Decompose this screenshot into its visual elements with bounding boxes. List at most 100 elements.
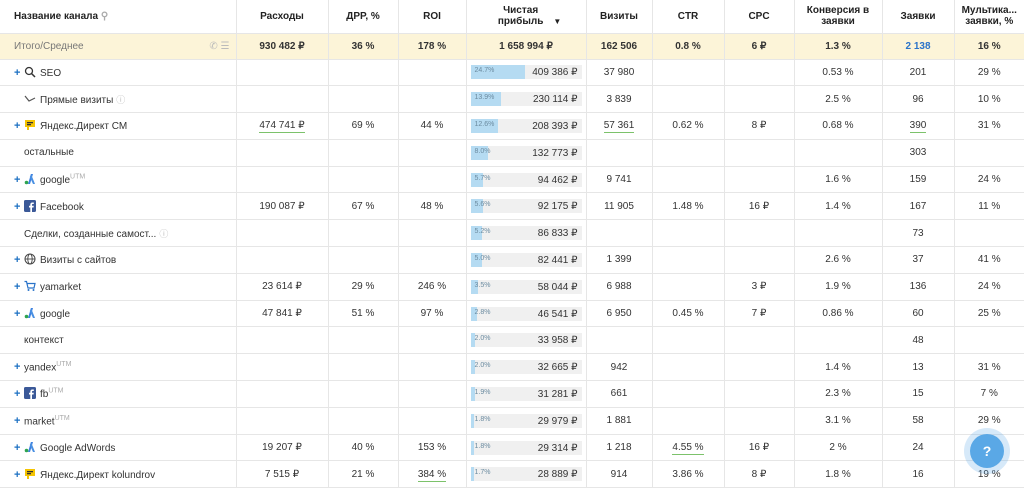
col-expenses[interactable]: Расходы: [236, 0, 329, 34]
expand-icon[interactable]: +: [14, 254, 21, 267]
expand-icon[interactable]: +: [14, 174, 21, 187]
expand-icon[interactable]: +: [14, 66, 21, 79]
profit-share-pct: 5.7%: [474, 174, 491, 182]
cell-multi: 24 %: [954, 166, 1024, 194]
channel-name-cell[interactable]: + yandexUTM: [0, 353, 237, 382]
profit-share-fill: [470, 467, 475, 482]
channel-name-cell[interactable]: Сделки, созданные самост... ⓘ: [0, 219, 237, 248]
facebook-icon: [24, 387, 36, 400]
profit-value: 132 773 ₽: [532, 147, 578, 159]
cell-visits: 914: [586, 460, 653, 489]
google-ads-icon: [24, 441, 36, 453]
table-row[interactable]: + Google AdWords 19 207 ₽40 % 153 % 1.8% 29 3…: [0, 434, 1024, 462]
cell-cpc: [724, 85, 795, 114]
channel-name-cell[interactable]: + Facebook: [0, 192, 237, 221]
profit-share-bar: 2.0% 32 665 ₽: [470, 360, 582, 375]
profit-share-pct: 2.0%: [474, 362, 491, 370]
expand-icon[interactable]: +: [14, 361, 21, 374]
cell-profit: 1.7% 28 889 ₽: [466, 460, 587, 489]
total-leads[interactable]: 2 138: [882, 33, 955, 60]
cell-expenses: 190 087 ₽: [236, 192, 329, 221]
col-ctr[interactable]: CTR: [652, 0, 725, 34]
col-roi[interactable]: ROI: [398, 0, 467, 34]
channel-name-cell[interactable]: + marketUTM: [0, 407, 237, 435]
cell-visits: 1 881: [586, 407, 653, 435]
channel-name-cell[interactable]: контекст: [0, 326, 237, 355]
channel-name: fb: [40, 389, 49, 401]
expand-icon[interactable]: +: [14, 200, 21, 213]
table-row[interactable]: + Яндекс.Директ kolundrov 7 515 ₽21 % 384 %…: [0, 460, 1024, 489]
table-row[interactable]: + google 47 841 ₽51 % 97 % 2.8% 46 541 ₽ 6 950…: [0, 300, 1024, 328]
profit-value: 86 833 ₽: [537, 228, 578, 240]
channel-name-cell[interactable]: + Яндекс.Директ kolundrov: [0, 460, 237, 489]
help-circle-icon[interactable]: ⓘ: [159, 228, 169, 239]
search-icon[interactable]: ⚲: [100, 10, 109, 22]
table-row[interactable]: + SEO 24.7% 409 386 ₽ 37 980 0.53 % 201 29 %: [0, 59, 1024, 87]
cell-multi: 25 %: [954, 300, 1024, 328]
cell-visits: 9 741: [586, 166, 653, 194]
expand-icon[interactable]: +: [14, 281, 21, 294]
table-row[interactable]: + googleUTM 5.7% 94 462 ₽ 9 741 1.6 % 159 24 %: [0, 166, 1024, 194]
table-row[interactable]: + Яндекс.Директ СМ 474 741 ₽69 % 44 % 12.6% 2…: [0, 112, 1024, 140]
channel-name-cell[interactable]: Прямые визиты ⓘ: [0, 85, 237, 114]
col-leads[interactable]: Заявки: [882, 0, 955, 34]
channel-name-cell[interactable]: + Яндекс.Директ СМ: [0, 112, 237, 140]
col-cpc[interactable]: CPC: [724, 0, 795, 34]
col-name[interactable]: Название канала ⚲: [0, 0, 237, 34]
table-row[interactable]: Прямые визиты ⓘ 13.9% 230 114 ₽ 3 839 2.5 % 96…: [0, 85, 1024, 114]
col-visits[interactable]: Визиты: [586, 0, 653, 34]
cell-conv: [794, 219, 883, 248]
header-row: Название канала ⚲ Расходы ДРР, % ROI Чис…: [0, 0, 1024, 34]
channel-name: yandex: [24, 362, 57, 374]
cell-multi: 7 %: [954, 380, 1024, 408]
profit-share-pct: 1.9%: [474, 388, 491, 396]
table-row[interactable]: + marketUTM 1.8% 29 979 ₽ 1 881 3.1 % 58 29 %: [0, 407, 1024, 435]
cell-cpc: [724, 246, 795, 274]
col-conv[interactable]: Конверсия в заявки: [794, 0, 883, 34]
cell-roi: [398, 326, 467, 355]
channel-name-cell[interactable]: + SEO: [0, 59, 237, 87]
expand-icon[interactable]: +: [14, 442, 21, 455]
cell-visits: 37 980: [586, 59, 653, 87]
channel-name-cell[interactable]: + fbUTM: [0, 380, 237, 408]
expand-icon[interactable]: +: [14, 120, 21, 133]
profit-share-bar: 5.0% 82 441 ₽: [470, 252, 582, 267]
cell-expenses: 474 741 ₽: [236, 112, 329, 140]
profit-share-bar: 5.2% 86 833 ₽: [470, 226, 582, 241]
table-row[interactable]: контекст 2.0% 33 958 ₽ 48: [0, 326, 1024, 355]
expand-icon[interactable]: +: [14, 388, 21, 401]
cell-multi: 41 %: [954, 246, 1024, 274]
table-row[interactable]: + Визиты с сайтов 5.0% 82 441 ₽ 1 399 2.6 % 37…: [0, 246, 1024, 274]
total-row: Итого/Среднее ✆ ☰ 930 482 ₽ 36 % 178 % 1…: [0, 33, 1024, 60]
table-row[interactable]: Сделки, созданные самост... ⓘ 5.2% 86 833 ₽…: [0, 219, 1024, 248]
cell-ctr: [652, 246, 725, 274]
cell-leads: 48: [882, 326, 955, 355]
cell-drr: 69 %: [328, 112, 399, 140]
channel-name-cell[interactable]: + Визиты с сайтов: [0, 246, 237, 274]
total-drr: 36 %: [328, 33, 399, 60]
expand-icon[interactable]: +: [14, 414, 21, 427]
table-row[interactable]: + yandexUTM 2.0% 32 665 ₽ 942 1.4 % 13 31 %: [0, 353, 1024, 382]
table-row[interactable]: + yamarket 23 614 ₽29 % 246 % 3.5% 58 044 ₽ 6 …: [0, 273, 1024, 301]
cell-cpc: 16 ₽: [724, 192, 795, 221]
expand-icon[interactable]: +: [14, 468, 21, 481]
table-row[interactable]: + fbUTM 1.9% 31 281 ₽ 661 2.3 % 15 7 %: [0, 380, 1024, 408]
cell-visits: [586, 139, 653, 167]
channel-name-cell[interactable]: + Google AdWords: [0, 434, 237, 462]
table-row[interactable]: + Facebook 190 087 ₽67 % 48 % 5.6% 92 175 ₽ 11…: [0, 192, 1024, 221]
help-button[interactable]: ?: [970, 434, 1004, 468]
profit-share-pct: 1.8%: [474, 415, 491, 423]
help-circle-icon[interactable]: ⓘ: [116, 94, 126, 105]
channel-name-cell[interactable]: + googleUTM: [0, 166, 237, 194]
col-multi[interactable]: Мультика... заявки, %: [954, 0, 1024, 34]
channel-name-cell[interactable]: + yamarket: [0, 273, 237, 301]
cell-ctr: [652, 353, 725, 382]
expand-icon[interactable]: +: [14, 308, 21, 321]
col-drr[interactable]: ДРР, %: [328, 0, 399, 34]
channel-name-cell[interactable]: остальные: [0, 139, 237, 167]
phone-icon[interactable]: ✆ ☰: [209, 40, 230, 52]
table-row[interactable]: остальные 8.0% 132 773 ₽ 303: [0, 139, 1024, 167]
channel-name-cell[interactable]: + google: [0, 300, 237, 328]
col-profit[interactable]: Чистая прибыль ▼: [466, 0, 587, 34]
total-ctr: 0.8 %: [652, 33, 725, 60]
